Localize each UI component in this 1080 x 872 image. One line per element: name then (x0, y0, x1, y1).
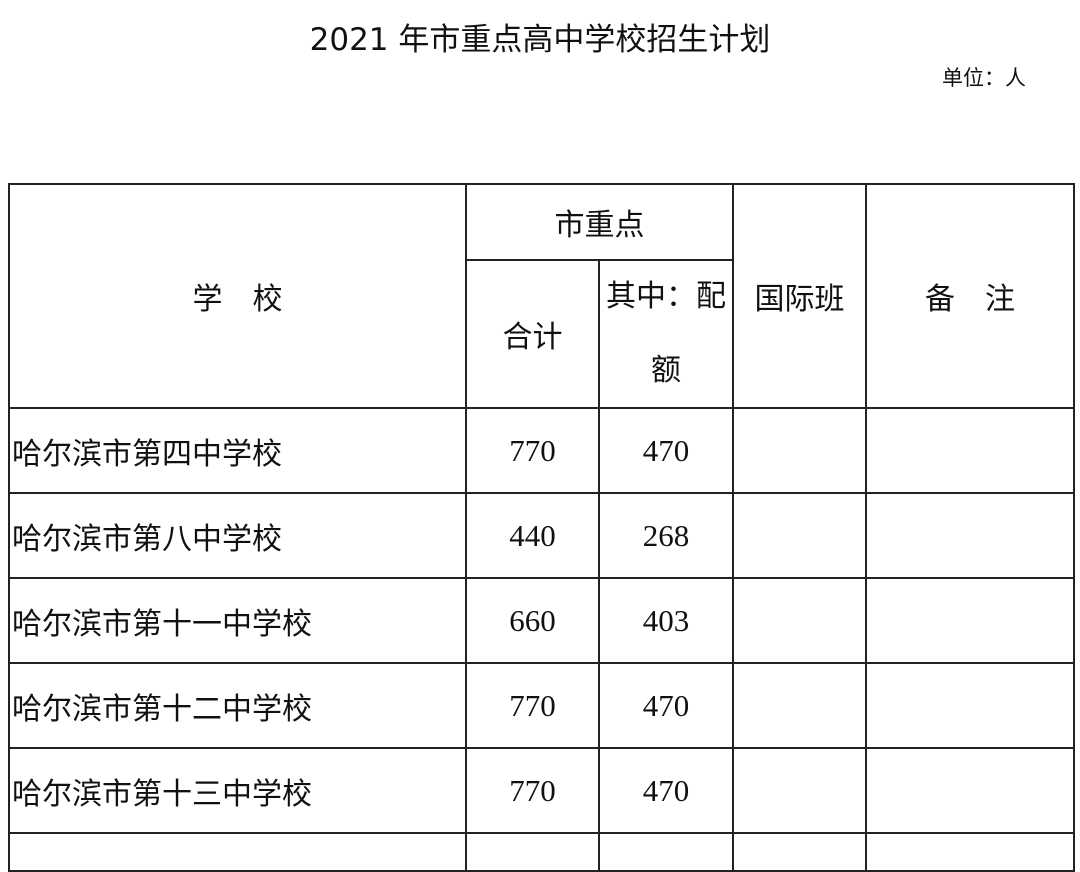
cell-total: 770 (465, 747, 600, 834)
cell-international (732, 407, 867, 494)
header-remarks: 备 注 (865, 183, 1075, 409)
cell-next-row (8, 832, 467, 872)
cell-next-row (865, 832, 1075, 872)
cell-international (732, 747, 867, 834)
header-group: 市重点 (465, 183, 734, 261)
cell-quota: 470 (598, 747, 734, 834)
cell-total: 770 (465, 662, 600, 749)
cell-total: 770 (465, 407, 600, 494)
cell-next-row (732, 832, 867, 872)
cell-international (732, 577, 867, 664)
cell-international (732, 492, 867, 579)
cell-total: 660 (465, 577, 600, 664)
cell-quota: 403 (598, 577, 734, 664)
cell-remarks (865, 577, 1075, 664)
cell-school: 哈尔滨市第八中学校 (8, 492, 467, 579)
cell-next-row (598, 832, 734, 872)
cell-quota: 470 (598, 662, 734, 749)
cell-school: 哈尔滨市第十二中学校 (8, 662, 467, 749)
cell-remarks (865, 747, 1075, 834)
cell-total: 440 (465, 492, 600, 579)
cell-remarks (865, 662, 1075, 749)
cell-quota: 470 (598, 407, 734, 494)
cell-quota: 268 (598, 492, 734, 579)
page-title: 2021 年市重点高中学校招生计划 (309, 22, 771, 58)
cell-international (732, 662, 867, 749)
cell-remarks (865, 492, 1075, 579)
header-quota: 其中：配额 (598, 259, 734, 409)
cell-next-row (465, 832, 600, 872)
cell-school: 哈尔滨市第十三中学校 (8, 747, 467, 834)
header-total: 合计 (465, 259, 600, 409)
header-school: 学 校 (8, 183, 467, 409)
unit-label: 单位：人 (942, 66, 1026, 90)
cell-school: 哈尔滨市第四中学校 (8, 407, 467, 494)
cell-remarks (865, 407, 1075, 494)
cell-school: 哈尔滨市第十一中学校 (8, 577, 467, 664)
header-international: 国际班 (732, 183, 867, 409)
